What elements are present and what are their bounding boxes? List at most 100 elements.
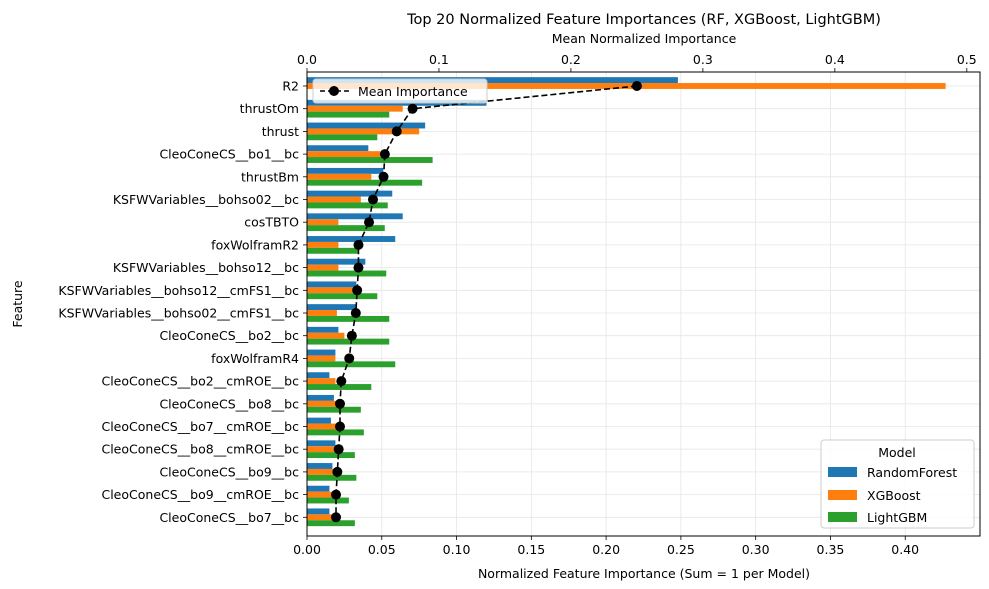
- top-x-tick-label: 0.2: [561, 52, 581, 67]
- bar-lightgbm: [307, 384, 372, 390]
- mean-importance-point: [331, 512, 342, 523]
- bar-randomforest: [307, 326, 339, 333]
- bar-xgboost: [307, 196, 361, 203]
- mean-importance-point: [378, 171, 389, 182]
- bar-lightgbm: [307, 134, 378, 141]
- bar-randomforest: [307, 485, 330, 492]
- top-x-axis-label: Mean Normalized Importance: [552, 31, 737, 46]
- model-legend: Model RandomForest XGBoost LightGBM: [820, 439, 975, 529]
- x-tick-label: 0.05: [368, 542, 396, 557]
- bar-xgboost: [307, 105, 403, 112]
- bar-lightgbm: [307, 520, 355, 527]
- bar-randomforest: [307, 508, 330, 515]
- bar-randomforest: [307, 258, 366, 265]
- y-tick-label: thrustOm: [240, 101, 299, 116]
- x-tick-label: 0.35: [817, 542, 845, 557]
- mean-importance-point: [367, 194, 378, 205]
- bar-xgboost: [307, 378, 336, 385]
- bar-randomforest: [307, 394, 334, 401]
- mean-importance-point: [379, 149, 390, 160]
- x-axis-label: Normalized Feature Importance (Sum = 1 p…: [478, 566, 810, 581]
- top-x-tick-label: 0.0: [297, 52, 317, 67]
- mean-legend-label: Mean Importance: [358, 84, 468, 99]
- bar-randomforest: [307, 372, 330, 379]
- bar-randomforest: [307, 190, 393, 197]
- bar-lightgbm: [307, 429, 364, 436]
- x-tick-label: 0.30: [742, 542, 770, 557]
- y-tick-label: CleoConeCS__bo7__cmROE__bc: [101, 419, 299, 434]
- model-legend-title: Model: [878, 445, 916, 460]
- bar-randomforest: [307, 122, 426, 129]
- bar-randomforest: [307, 145, 369, 152]
- y-tick-label: CleoConeCS__bo7__bc: [159, 510, 299, 525]
- top-x-axis: 0.0 0.1 0.2 0.3 0.4 0.5: [297, 52, 977, 72]
- bar-lightgbm: [307, 247, 358, 254]
- plot-frame: [306, 71, 981, 537]
- mean-importance-point: [352, 285, 363, 296]
- mean-importance-point: [346, 330, 357, 341]
- bar-xgboost: [307, 332, 345, 339]
- bar-randomforest: [307, 349, 336, 356]
- mean-importance-point: [332, 466, 343, 477]
- y-tick-label: CleoConeCS__bo8__cmROE__bc: [101, 442, 299, 457]
- bar-randomforest: [307, 463, 333, 469]
- bar-xgboost: [307, 287, 355, 294]
- x-tick-label: 0.20: [592, 542, 620, 557]
- bar-lightgbm: [307, 293, 378, 300]
- mean-importance-point: [350, 308, 361, 318]
- mean-importance-point: [334, 398, 345, 409]
- y-axis-label: Feature: [10, 280, 25, 328]
- y-tick-label: KSFWVariables__bohso02__cmFS1__bc: [58, 306, 299, 321]
- bar-xgboost: [307, 264, 339, 271]
- mean-importance-series: [331, 81, 642, 523]
- top-x-tick-label: 0.1: [429, 52, 449, 67]
- bar-lightgbm: [307, 179, 423, 186]
- legend-swatch-lightgbm: [828, 512, 857, 522]
- bar-xgboost: [307, 310, 337, 316]
- legend-label-randomforest: RandomForest: [867, 465, 957, 480]
- y-tick-label: CleoConeCS__bo1__bc: [159, 147, 299, 162]
- mean-importance-point: [333, 444, 344, 455]
- bar-xgboost: [307, 128, 420, 135]
- top-x-tick-label: 0.4: [825, 52, 845, 67]
- x-tick-label: 0.10: [443, 542, 471, 557]
- bar-xgboost: [307, 400, 339, 407]
- top-x-tick-label: 0.3: [693, 52, 713, 67]
- y-tick-label: thrustBm: [241, 169, 299, 184]
- x-tick-label: 0.40: [891, 542, 919, 557]
- bar-randomforest: [307, 281, 357, 288]
- bar-randomforest: [307, 213, 403, 220]
- mean-legend-box: [312, 78, 488, 104]
- bar-xgboost: [307, 514, 334, 521]
- mean-importance-point: [391, 126, 402, 137]
- mean-importance-point: [344, 353, 355, 364]
- y-tick-label: R2: [282, 79, 299, 94]
- bar-randomforest: [307, 77, 678, 84]
- y-axis: R2 thrustOm thrust CleoConeCS__bo1__bcthrus…: [58, 79, 307, 525]
- y-tick-label: CleoConeCS__bo8__bc: [159, 396, 299, 411]
- bar-lightgbm: [307, 452, 355, 459]
- y-tick-label: CleoConeCS__bo9__bc: [159, 464, 299, 479]
- y-tick-label: cosTBTO: [244, 215, 299, 230]
- bar-xgboost: [307, 468, 337, 475]
- bar-randomforest: [307, 440, 336, 447]
- top-x-tick-label: 0.5: [957, 52, 977, 67]
- bar-xgboost: [307, 219, 339, 226]
- y-tick-label: foxWolframR4: [211, 351, 299, 366]
- mean-importance-point: [353, 262, 364, 273]
- bar-xgboost: [307, 355, 336, 362]
- bar-lightgbm: [307, 315, 390, 322]
- legend-swatch-xgboost: [828, 490, 857, 500]
- bar-randomforest: [307, 167, 384, 174]
- mean-importance-point: [631, 81, 642, 91]
- bar-lightgbm: [307, 361, 396, 368]
- y-tick-label: KSFWVariables__bohso12__bc: [113, 260, 299, 275]
- y-tick-label: KSFWVariables__bohso12__cmFS1__bc: [58, 283, 299, 298]
- bar-xgboost: [307, 423, 339, 430]
- bar-xgboost: [307, 446, 339, 453]
- mean-importance-point: [334, 421, 345, 432]
- bar-lightgbm: [307, 338, 390, 345]
- model-legend-box: [820, 439, 975, 529]
- mean-importance-point: [331, 489, 342, 500]
